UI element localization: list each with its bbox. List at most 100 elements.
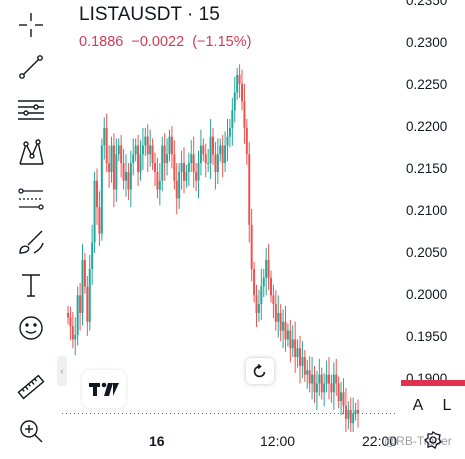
- crosshair-tool[interactable]: [14, 8, 48, 42]
- tradingview-logo[interactable]: [82, 370, 126, 408]
- candle-body: [248, 154, 251, 225]
- candle-body: [221, 145, 224, 164]
- candle-body: [294, 339, 297, 358]
- price-label: 0.2300: [406, 35, 448, 50]
- candle-body: [357, 409, 359, 414]
- candle-body: [289, 330, 292, 349]
- candle-body: [306, 370, 309, 375]
- candle-body: [83, 260, 86, 287]
- price-label: 0.2100: [406, 203, 448, 218]
- candle-body: [151, 145, 154, 164]
- zoom-in-tool[interactable]: [14, 414, 48, 448]
- quote-line: 0.1886 −0.0022 (−1.15%): [79, 34, 259, 50]
- candle-body: [156, 171, 159, 190]
- candle-body: [122, 163, 125, 181]
- candle-body: [231, 110, 234, 128]
- candle-body: [226, 136, 229, 146]
- candle-body: [291, 339, 294, 349]
- candle-body: [161, 145, 164, 181]
- horizontal-lines-tool[interactable]: [14, 93, 48, 127]
- candle-body: [337, 383, 340, 402]
- reset-icon: [253, 363, 266, 378]
- candle-body: [154, 163, 156, 172]
- candle-body: [134, 145, 137, 155]
- candle-body: [352, 413, 355, 424]
- candle-body: [274, 304, 277, 322]
- candle-body: [202, 145, 205, 155]
- candle-body: [69, 317, 72, 327]
- current-price-marker: [401, 380, 465, 386]
- candle-body: [308, 370, 311, 384]
- ruler-icon: [17, 374, 45, 400]
- chart-pane[interactable]: [62, 0, 398, 432]
- candle-body: [228, 127, 231, 137]
- price-label: 0.2000: [406, 287, 448, 302]
- ruler-tool[interactable]: [14, 370, 48, 404]
- candle-body: [286, 330, 289, 340]
- price-label: 0.1950: [406, 329, 448, 344]
- auto-scale-button[interactable]: A: [405, 393, 431, 419]
- candle-body: [243, 101, 246, 128]
- reset-chart-button[interactable]: [246, 358, 274, 384]
- candle-body: [199, 145, 202, 164]
- time-label: 22:00: [362, 433, 398, 449]
- candle-body: [349, 409, 352, 424]
- candle-body: [330, 383, 333, 393]
- brush-tool[interactable]: [14, 225, 48, 259]
- candle-body: [100, 145, 103, 234]
- candle-body: [173, 154, 176, 181]
- candle-body: [115, 154, 118, 190]
- candle-body: [195, 171, 198, 181]
- settings-button[interactable]: [423, 431, 442, 449]
- candle-body: [168, 136, 171, 155]
- trend-line-tool[interactable]: [14, 50, 48, 84]
- toolbar-collapse-handle[interactable]: ‹: [57, 356, 67, 386]
- candle-body: [163, 145, 166, 164]
- pattern-icon: [19, 139, 44, 165]
- candle-body: [347, 409, 350, 419]
- candle-body: [120, 145, 123, 164]
- price-label: 0.2250: [406, 77, 448, 92]
- candle-body: [250, 224, 253, 269]
- candle-body: [216, 154, 219, 172]
- candle-body: [282, 321, 285, 331]
- pattern-tool[interactable]: [14, 136, 48, 170]
- candle-body: [245, 127, 248, 155]
- tradingview-logo-icon: [89, 382, 119, 396]
- candle-body: [81, 260, 84, 313]
- price-axis[interactable]: 0.2350 0.2300 0.2250 0.2200 0.2150 0.2100 0.20…: [398, 0, 465, 432]
- fib-retracement-icon: [18, 188, 44, 210]
- time-axis[interactable]: 16 12:00 22:00: [62, 432, 465, 459]
- candle-body: [207, 163, 210, 165]
- candle-body: [257, 304, 260, 313]
- candle-body: [279, 312, 282, 331]
- candle-body: [141, 145, 144, 155]
- candle-body: [112, 145, 115, 190]
- time-label: 12:00: [260, 433, 296, 449]
- candle-body: [108, 163, 111, 172]
- candle-body: [187, 163, 190, 172]
- candle-body: [71, 326, 74, 340]
- log-scale-button[interactable]: L: [434, 393, 460, 419]
- candle-body: [272, 295, 275, 305]
- candle-body: [79, 295, 82, 313]
- text-tool[interactable]: [14, 268, 48, 302]
- candle-body: [139, 154, 142, 172]
- candle-body: [212, 136, 214, 155]
- candlestick-chart[interactable]: [62, 0, 398, 432]
- fib-retracement-tool[interactable]: [14, 182, 48, 216]
- candle-body: [325, 374, 328, 384]
- candle-body: [190, 154, 193, 164]
- candle-body: [91, 242, 94, 269]
- candle-body: [183, 163, 185, 181]
- candle-body: [166, 154, 169, 164]
- emoji-tool[interactable]: [14, 311, 48, 345]
- candle-body: [204, 154, 207, 164]
- price-change-percent: (−1.15%): [192, 34, 252, 50]
- candle-body: [340, 392, 343, 402]
- candle-body: [236, 74, 239, 93]
- candle-body: [219, 145, 222, 155]
- candle-body: [241, 83, 243, 102]
- symbol-title[interactable]: LISTAUSDT · 15: [79, 4, 220, 25]
- price-label: 0.2200: [406, 119, 448, 134]
